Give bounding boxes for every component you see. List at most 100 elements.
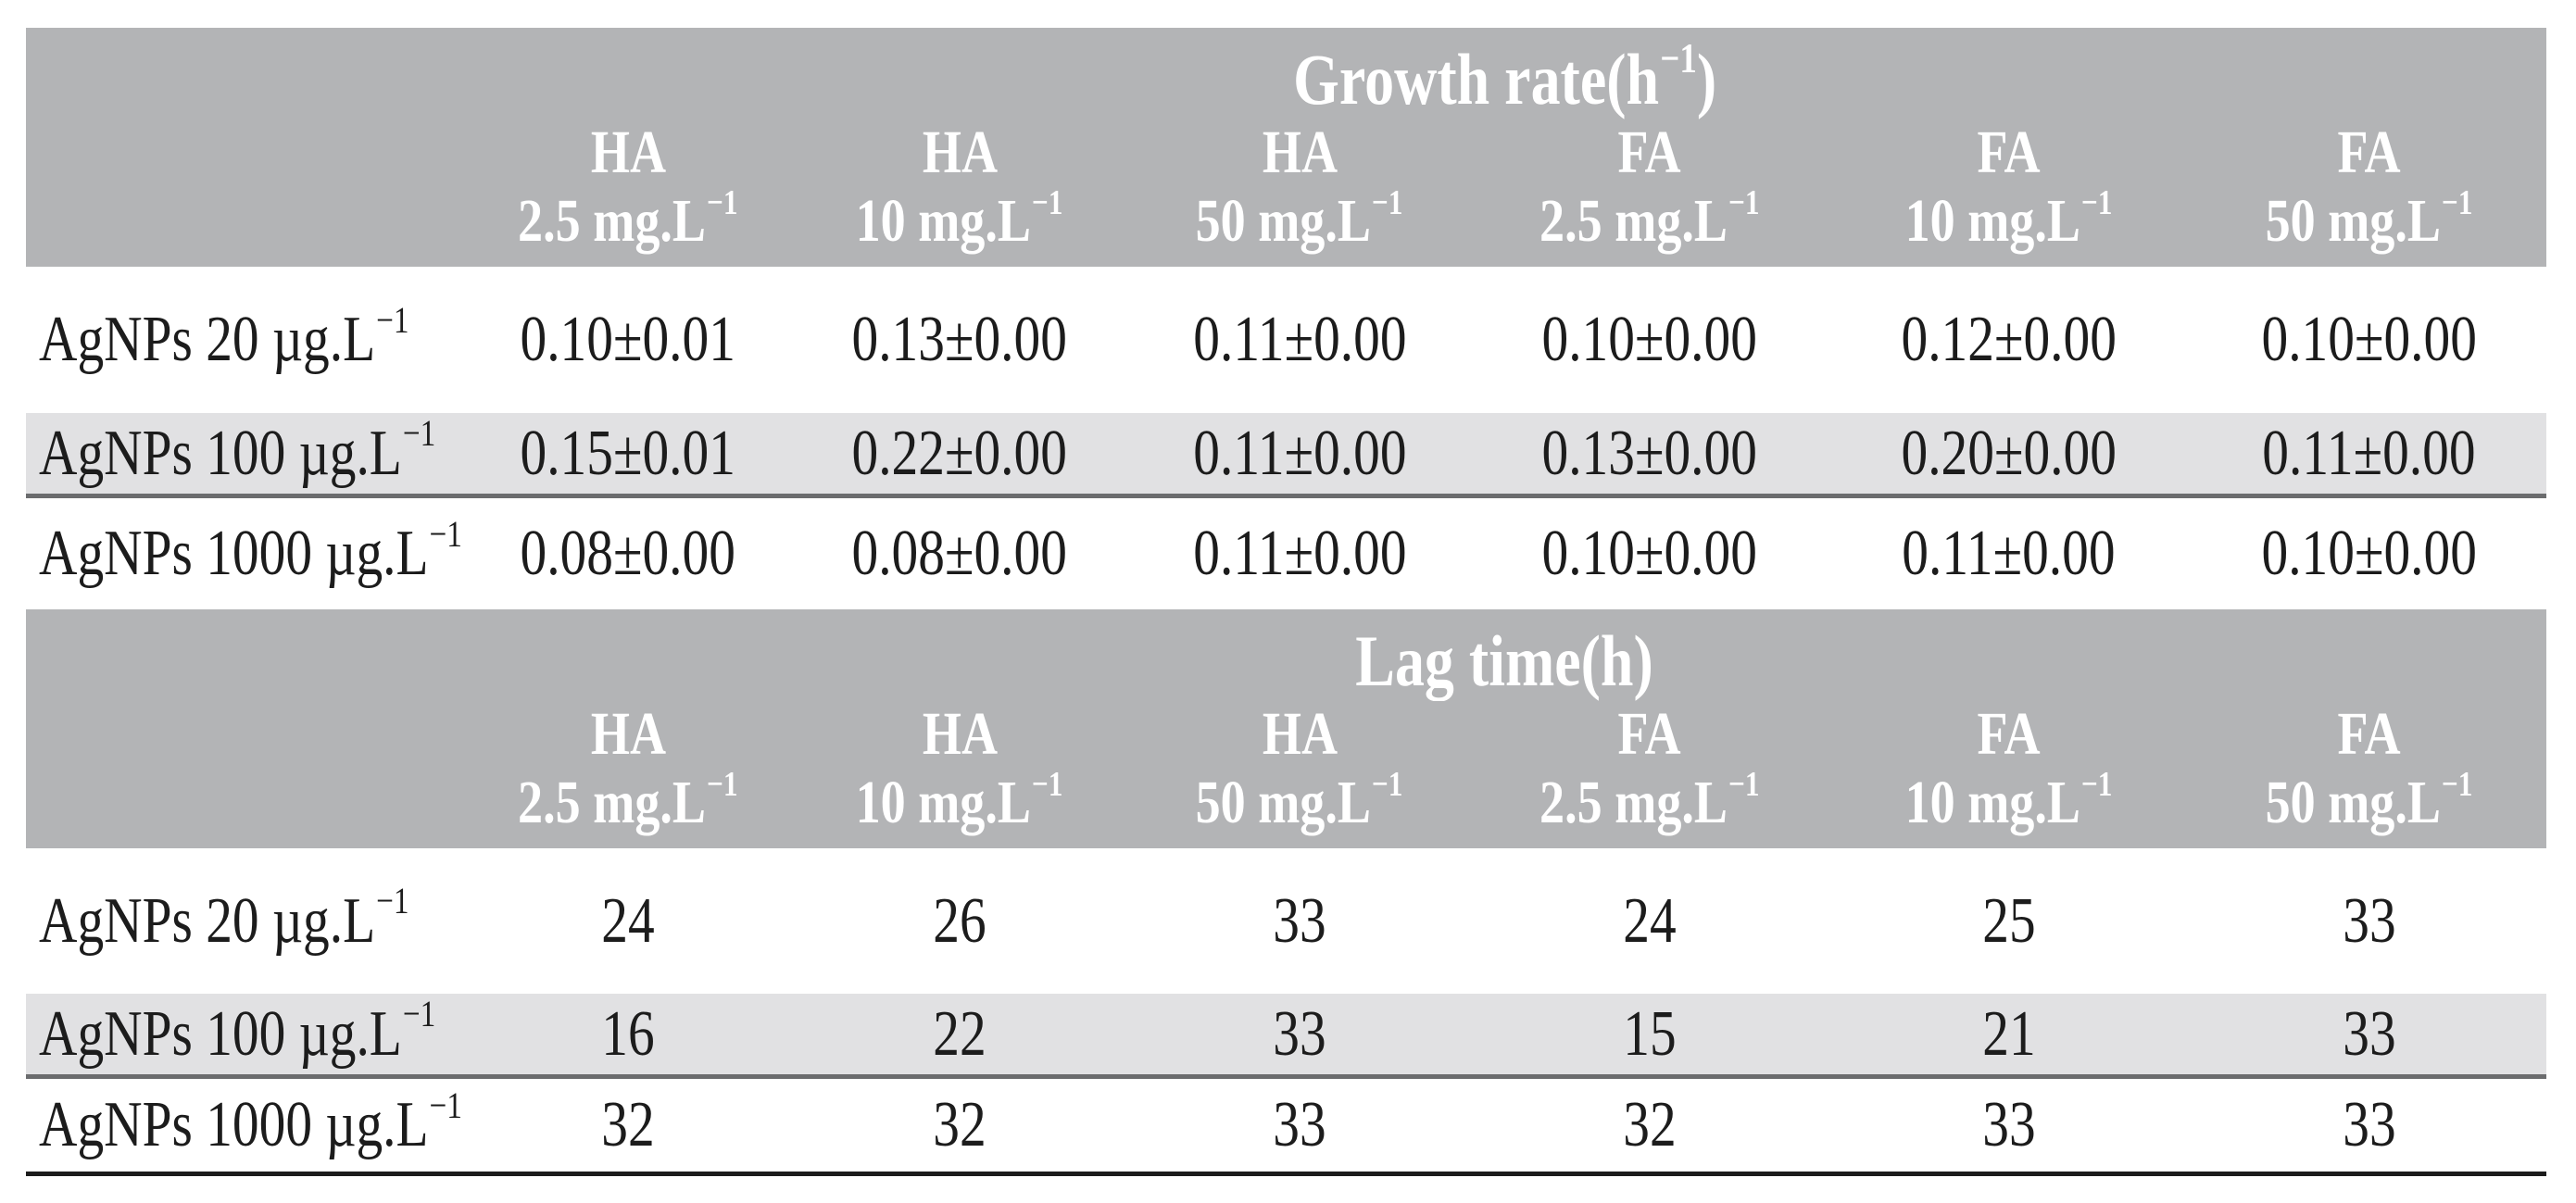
value-cell: 0.13±0.00: [793, 307, 1126, 372]
col-ha-2.5-name: HA: [463, 122, 793, 183]
lag-time-title-row: Lag time(h): [26, 619, 2546, 704]
col-ha-50-name: HA: [1126, 122, 1473, 183]
row-label-text: AgNPs 100 µg.L−1: [39, 412, 436, 489]
col-ha-2.5-dose-text: 2.5 mg.L−1: [518, 765, 738, 836]
table-row: AgNPs 100 µg.L−1 16 22 33 15 21 33: [26, 994, 2546, 1079]
value-cell: 0.11±0.00: [1126, 307, 1473, 372]
value-text: 0.12±0.00: [1901, 304, 2117, 375]
col-ha-10-name: HA: [793, 704, 1126, 765]
value-cell: 24: [1473, 884, 1826, 957]
value-cell: 26: [793, 888, 1126, 954]
growth-rate-header: Growth rate(h−1) HA HA HA FA FA FA 2.5 m…: [26, 28, 2546, 267]
col-ha-50-name: HA: [1126, 704, 1473, 765]
value-text: 32: [933, 1089, 986, 1160]
col-fa-50-name: FA: [2192, 704, 2546, 765]
value-cell: 0.15±0.01: [463, 420, 793, 486]
col-ha-10-dose: 10 mg.L−1: [793, 183, 1126, 255]
col-ha-50-name-text: HA: [1262, 119, 1338, 186]
row-label: AgNPs 20 µg.L−1: [26, 882, 463, 954]
table-row: AgNPs 1000 µg.L−1 32 32 33 32 33 33: [26, 1079, 2546, 1176]
row-label: AgNPs 1000 µg.L−1: [26, 1086, 463, 1158]
value-cell: 0.11±0.00: [1126, 417, 1473, 489]
value-text: 16: [601, 997, 655, 1070]
row-label: AgNPs 1000 µg.L−1: [26, 515, 463, 586]
value-cell: 0.08±0.00: [463, 521, 793, 586]
col-ha-2.5-name: HA: [463, 704, 793, 765]
col-ha-2.5-dose: 2.5 mg.L−1: [463, 183, 793, 255]
lag-time-table: Lag time(h) HA HA HA FA FA FA 2.5 mg.L−1…: [26, 609, 2546, 1176]
value-text: 0.13±0.00: [1541, 417, 1757, 489]
growth-rate-title-row: Growth rate(h−1): [26, 37, 2546, 122]
value-text: 0.11±0.00: [1902, 518, 2116, 589]
col-ha-10-dose: 10 mg.L−1: [793, 767, 1126, 833]
col-ha-10-name-text: HA: [922, 119, 998, 186]
col-fa-2.5-dose-text: 2.5 mg.L−1: [1539, 183, 1760, 255]
lag-time-header: Lag time(h) HA HA HA FA FA FA 2.5 mg.L−1…: [26, 609, 2546, 848]
value-text: 0.11±0.00: [1192, 518, 1407, 589]
col-fa-2.5-name-text: FA: [1617, 119, 1681, 186]
value-text: 0.10±0.00: [1541, 518, 1757, 589]
col-fa-2.5-name: FA: [1473, 122, 1826, 183]
col-fa-10-name: FA: [1826, 122, 2192, 183]
value-text: 0.11±0.00: [1192, 417, 1407, 489]
table-row: AgNPs 1000 µg.L−1 0.08±0.00 0.08±0.00 0.…: [26, 498, 2546, 609]
row-label: AgNPs 100 µg.L−1: [26, 995, 463, 1067]
value-text: 0.20±0.00: [1901, 417, 2117, 489]
col-ha-50-dose-text: 50 mg.L−1: [1196, 183, 1403, 255]
col-fa-2.5-dose: 2.5 mg.L−1: [1473, 183, 1826, 255]
value-cell: 0.11±0.00: [1826, 521, 2192, 586]
value-text: 33: [1981, 1089, 2036, 1160]
value-text: 24: [601, 884, 655, 957]
value-cell: 33: [2192, 884, 2546, 957]
value-text: 33: [1273, 1089, 1326, 1160]
col-ha-10-name-text: HA: [922, 700, 998, 768]
row-label-text: AgNPs 20 µg.L−1: [39, 298, 409, 375]
row-label: AgNPs 20 µg.L−1: [26, 298, 463, 375]
col-ha-50-dose: 50 mg.L−1: [1126, 765, 1473, 836]
row-label: AgNPs 100 µg.L−1: [26, 412, 463, 489]
value-text: 24: [1622, 884, 1677, 957]
value-text: 21: [1981, 997, 2036, 1070]
lag-time-title: Lag time(h): [463, 619, 2546, 704]
col-ha-2.5-name-text: HA: [590, 119, 666, 186]
col-fa-50-dose-text: 50 mg.L−1: [2265, 183, 2473, 255]
value-cell: 21: [1826, 997, 2192, 1070]
value-cell: 32: [793, 1093, 1126, 1158]
value-cell: 32: [1473, 1093, 1826, 1158]
col-fa-50-name-text: FA: [2337, 119, 2401, 186]
growth-rate-title-text: Growth rate(h−1): [1292, 35, 1717, 119]
col-ha-10-dose-text: 10 mg.L−1: [856, 183, 1063, 255]
col-fa-50-dose: 50 mg.L−1: [2192, 765, 2546, 836]
value-text: 25: [1981, 884, 2036, 957]
col-fa-50-dose-text: 50 mg.L−1: [2265, 765, 2473, 836]
value-cell: 33: [2192, 997, 2546, 1070]
col-fa-10-dose-text: 10 mg.L−1: [1904, 183, 2113, 255]
value-cell: 33: [1826, 1093, 2192, 1158]
col-ha-50-dose: 50 mg.L−1: [1126, 183, 1473, 255]
value-text: 0.10±0.00: [2261, 304, 2477, 375]
lag-column-names: HA HA HA FA FA FA: [26, 704, 2546, 765]
value-text: 0.10±0.00: [2261, 518, 2477, 589]
value-text: 0.08±0.00: [520, 518, 736, 589]
value-text: 15: [1622, 997, 1677, 1070]
col-ha-2.5-dose-text: 2.5 mg.L−1: [518, 183, 738, 255]
value-cell: 0.10±0.00: [2192, 521, 2546, 586]
col-ha-50-dose-text: 50 mg.L−1: [1196, 765, 1403, 836]
value-cell: 0.11±0.00: [2192, 420, 2546, 486]
col-fa-10-name: FA: [1826, 704, 2192, 765]
col-fa-10-dose: 10 mg.L−1: [1826, 183, 2192, 255]
value-text: 33: [2342, 1089, 2396, 1160]
col-fa-10-dose: 10 mg.L−1: [1826, 767, 2192, 833]
table-row: AgNPs 20 µg.L−1 0.10±0.01 0.13±0.00 0.11…: [26, 267, 2546, 413]
value-text: 32: [1622, 1089, 1677, 1160]
value-text: 0.10±0.01: [520, 304, 736, 375]
value-cell: 0.10±0.00: [1473, 307, 1826, 372]
value-text: 33: [2342, 997, 2396, 1070]
value-text: 33: [2342, 884, 2396, 957]
growth-column-names: HA HA HA FA FA FA: [26, 122, 2546, 183]
value-cell: 0.10±0.00: [1473, 521, 1826, 586]
growth-rate-table: Growth rate(h−1) HA HA HA FA FA FA 2.5 m…: [26, 28, 2546, 609]
value-text: 0.22±0.00: [851, 417, 1068, 489]
col-fa-2.5-name-text: FA: [1617, 700, 1681, 768]
col-ha-2.5-name-text: HA: [590, 700, 666, 768]
